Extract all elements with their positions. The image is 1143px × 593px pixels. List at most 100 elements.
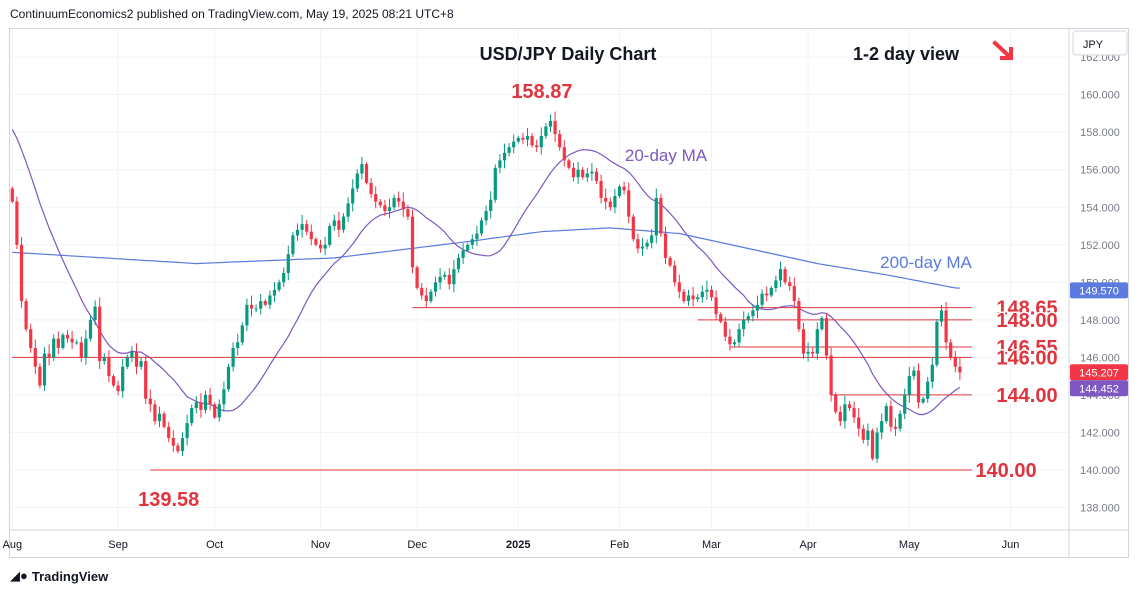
candle-body bbox=[185, 423, 189, 439]
candle-body bbox=[636, 239, 640, 249]
x-tick-label: Apr bbox=[800, 539, 817, 551]
candle-body bbox=[797, 301, 801, 330]
candle-body bbox=[875, 432, 879, 459]
candle-body bbox=[107, 357, 111, 377]
candle-body bbox=[829, 355, 833, 395]
candle-body bbox=[378, 201, 382, 206]
candle-body bbox=[144, 361, 148, 399]
candle-body bbox=[433, 282, 438, 292]
tradingview-footer[interactable]: ◢● TradingView bbox=[10, 568, 108, 584]
candle-body bbox=[811, 351, 815, 354]
candle-body bbox=[447, 274, 451, 285]
candle-body bbox=[650, 235, 654, 243]
candle-body bbox=[130, 351, 134, 358]
candle-body bbox=[889, 406, 893, 427]
candle-body bbox=[778, 269, 783, 281]
footer-brand: TradingView bbox=[31, 568, 109, 584]
candle-body bbox=[157, 413, 162, 422]
candle-body bbox=[286, 254, 290, 273]
candle-body bbox=[79, 342, 83, 358]
candle-body bbox=[222, 389, 226, 405]
candle-body bbox=[282, 272, 286, 283]
candle-body bbox=[475, 233, 479, 240]
candle-body bbox=[351, 188, 355, 204]
candle-body bbox=[599, 180, 603, 198]
candle-body bbox=[305, 224, 309, 232]
currency-badge bbox=[1072, 30, 1128, 56]
candle-body bbox=[374, 194, 378, 202]
candle-body bbox=[75, 342, 79, 344]
candle-body bbox=[774, 280, 778, 288]
candle-body bbox=[466, 244, 470, 251]
candle-body bbox=[461, 250, 465, 258]
candle-body bbox=[341, 216, 346, 230]
candle-body bbox=[898, 413, 902, 429]
candle-body bbox=[125, 357, 129, 367]
candle-body bbox=[295, 229, 300, 236]
candle-body bbox=[732, 342, 737, 345]
candle-body bbox=[673, 265, 677, 283]
candle-body bbox=[760, 293, 764, 305]
price-tag bbox=[1070, 282, 1128, 299]
candle-body bbox=[470, 239, 474, 245]
candle-body bbox=[314, 239, 318, 245]
candle-body bbox=[277, 282, 281, 290]
candle-body bbox=[328, 226, 332, 245]
candle-body bbox=[424, 295, 428, 302]
candle-body bbox=[861, 428, 865, 440]
publish-info: ContinuumEconomics2 published on Trading… bbox=[10, 7, 454, 21]
candle-body bbox=[259, 301, 263, 309]
candle-body bbox=[121, 366, 125, 392]
candle-body bbox=[728, 336, 732, 345]
level-label: 144.00 bbox=[996, 385, 1057, 407]
y-tick-label: 148.000 bbox=[1080, 315, 1120, 327]
candle-body bbox=[323, 244, 327, 249]
candle-body bbox=[622, 186, 626, 191]
candle-body bbox=[705, 289, 709, 292]
ma20-line-group bbox=[11, 129, 961, 416]
candle-body bbox=[645, 242, 649, 247]
level-label: 148.65 bbox=[996, 298, 1057, 320]
candle-body bbox=[640, 246, 645, 249]
candle-body bbox=[834, 394, 838, 412]
candle-body bbox=[429, 291, 433, 302]
candle-body bbox=[452, 269, 456, 285]
candle-body bbox=[272, 289, 277, 296]
tradingview-logo-icon: ◢● bbox=[10, 568, 28, 583]
candle-body bbox=[194, 402, 198, 409]
candle-body bbox=[608, 201, 612, 208]
candle-body bbox=[912, 370, 916, 377]
candle-body bbox=[627, 190, 631, 217]
candle-body bbox=[530, 135, 534, 146]
y-tick-label: 158.000 bbox=[1080, 127, 1120, 139]
x-tick-label: Feb bbox=[610, 539, 629, 551]
y-tick-label: 138.000 bbox=[1080, 502, 1120, 514]
candle-body bbox=[65, 334, 70, 339]
candle-body bbox=[926, 381, 930, 399]
extreme-label: 139.58 bbox=[138, 489, 199, 511]
candle-body bbox=[696, 297, 700, 300]
candle-body bbox=[820, 317, 824, 330]
candle-body bbox=[38, 366, 42, 386]
candle-body bbox=[815, 329, 819, 354]
candle-body bbox=[153, 404, 157, 422]
candle-body bbox=[677, 282, 681, 292]
candle-body bbox=[668, 257, 672, 266]
candle-body bbox=[700, 291, 704, 298]
candle-body bbox=[769, 287, 773, 296]
candle-body bbox=[245, 304, 249, 326]
candle-body bbox=[479, 220, 484, 234]
level-label: 146.55 bbox=[996, 337, 1057, 359]
candle-body bbox=[332, 220, 336, 227]
candle-body bbox=[387, 207, 392, 212]
candle-body bbox=[364, 164, 369, 183]
candle-body bbox=[949, 342, 953, 358]
candle-body bbox=[553, 120, 557, 135]
y-tick-label: 156.000 bbox=[1080, 165, 1120, 177]
ma200-line-group bbox=[12, 227, 960, 289]
candle-body bbox=[47, 353, 51, 358]
candle-body bbox=[263, 301, 267, 305]
ma20-line bbox=[11, 129, 961, 416]
